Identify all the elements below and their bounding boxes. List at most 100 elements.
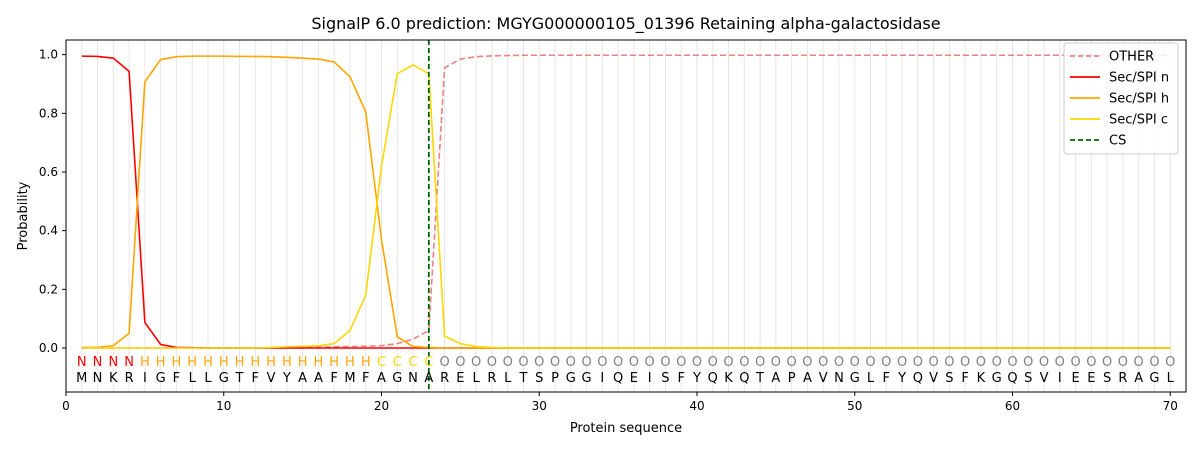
residue-label: G: [392, 371, 402, 386]
residue-label: G: [156, 371, 166, 386]
legend-items: OTHER Sec/SPI n Sec/SPI h Sec/SPI c CS: [1070, 50, 1169, 149]
region-label: O: [802, 355, 812, 370]
region-label: O: [503, 355, 513, 370]
residue-label: V: [1040, 371, 1049, 386]
residue-label: Q: [913, 371, 923, 386]
residue-label: K: [109, 371, 118, 386]
residue-label: V: [267, 371, 276, 386]
residue-label: E: [630, 371, 638, 386]
region-label: O: [992, 355, 1002, 370]
region-label: O: [1039, 355, 1049, 370]
region-label: O: [1023, 355, 1033, 370]
residue-label: P: [551, 371, 559, 386]
region-label: O: [487, 355, 497, 370]
y-axis-label: Probability: [16, 181, 31, 250]
region-label: C: [393, 355, 402, 370]
region-label: O: [928, 355, 938, 370]
residue-label: Y: [897, 371, 906, 386]
region-label: O: [708, 355, 718, 370]
residue-label: F: [677, 371, 684, 386]
residue-label: I: [600, 371, 604, 386]
residue-label: M: [76, 371, 87, 386]
residue-label: G: [582, 371, 592, 386]
residue-label: F: [252, 371, 259, 386]
region-label: O: [581, 355, 591, 370]
region-label: O: [1149, 355, 1159, 370]
residue-label: G: [992, 371, 1002, 386]
region-label: H: [250, 355, 260, 370]
residue-label: L: [867, 371, 875, 386]
region-label: O: [455, 355, 465, 370]
chart-title: SignalP 6.0 prediction: MGYG000000105_01…: [311, 14, 940, 34]
x-ticks: 0 10 20 30 40 50 60 70: [62, 392, 1178, 413]
series-layer: [81, 54, 1171, 349]
y-tick-label: 1.0: [39, 48, 58, 62]
region-label: O: [534, 355, 544, 370]
region-label: O: [550, 355, 560, 370]
region-label: H: [172, 355, 182, 370]
residue-label: S: [535, 371, 543, 386]
y-tick-label: 0.4: [39, 224, 58, 238]
residue-label: Y: [692, 371, 701, 386]
region-label: H: [140, 355, 150, 370]
residue-label: V: [819, 371, 828, 386]
region-label: H: [282, 355, 292, 370]
residue-label: F: [362, 371, 369, 386]
residue-label: A: [803, 371, 812, 386]
residue-label: L: [504, 371, 512, 386]
x-tick-label: 50: [847, 399, 862, 413]
residue-label: S: [661, 371, 669, 386]
x-tick-label: 40: [689, 399, 704, 413]
region-label: H: [219, 355, 229, 370]
residue-label: N: [93, 371, 103, 386]
region-label: H: [203, 355, 213, 370]
region-label: O: [471, 355, 481, 370]
region-label: H: [361, 355, 371, 370]
region-label: O: [850, 355, 860, 370]
legend-label: Sec/SPI n: [1109, 71, 1169, 86]
residue-label: T: [755, 371, 764, 386]
region-label: O: [913, 355, 923, 370]
region-label: O: [566, 355, 576, 370]
residue-label: L: [1167, 371, 1175, 386]
residue-label: R: [440, 371, 449, 386]
region-label: O: [1086, 355, 1096, 370]
residue-label: N: [834, 371, 844, 386]
x-tick-label: 30: [532, 399, 547, 413]
region-label: O: [865, 355, 875, 370]
residue-label: G: [219, 371, 229, 386]
residue-label: M: [344, 371, 355, 386]
region-label: O: [645, 355, 655, 370]
region-label: O: [944, 355, 954, 370]
region-label: H: [235, 355, 245, 370]
y-tick-label: 0.6: [39, 165, 58, 179]
region-label: O: [1134, 355, 1144, 370]
region-label: N: [93, 355, 103, 370]
region-label: C: [424, 355, 433, 370]
legend-label: Sec/SPI h: [1109, 92, 1169, 107]
legend-box: [1063, 42, 1179, 155]
x-tick-label: 60: [1005, 399, 1020, 413]
residue-label: A: [1134, 371, 1143, 386]
residue-label: F: [330, 371, 337, 386]
residue-label: A: [424, 371, 433, 386]
residue-label: F: [173, 371, 180, 386]
residue-label: A: [377, 371, 386, 386]
region-label: C: [409, 355, 418, 370]
legend-label: OTHER: [1109, 50, 1154, 65]
residue-label: N: [408, 371, 418, 386]
y-tick-label: 0.0: [39, 341, 58, 355]
region-label: O: [1070, 355, 1080, 370]
residue-label: F: [883, 371, 890, 386]
residue-label: K: [724, 371, 733, 386]
region-label: O: [613, 355, 623, 370]
residue-label: G: [850, 371, 860, 386]
region-label: O: [881, 355, 891, 370]
region-label: O: [787, 355, 797, 370]
x-tick-label: 0: [62, 399, 70, 413]
residue-label: Q: [708, 371, 718, 386]
residue-label: S: [1103, 371, 1111, 386]
x-axis-label: Protein sequence: [570, 421, 682, 436]
residue-label: T: [518, 371, 527, 386]
